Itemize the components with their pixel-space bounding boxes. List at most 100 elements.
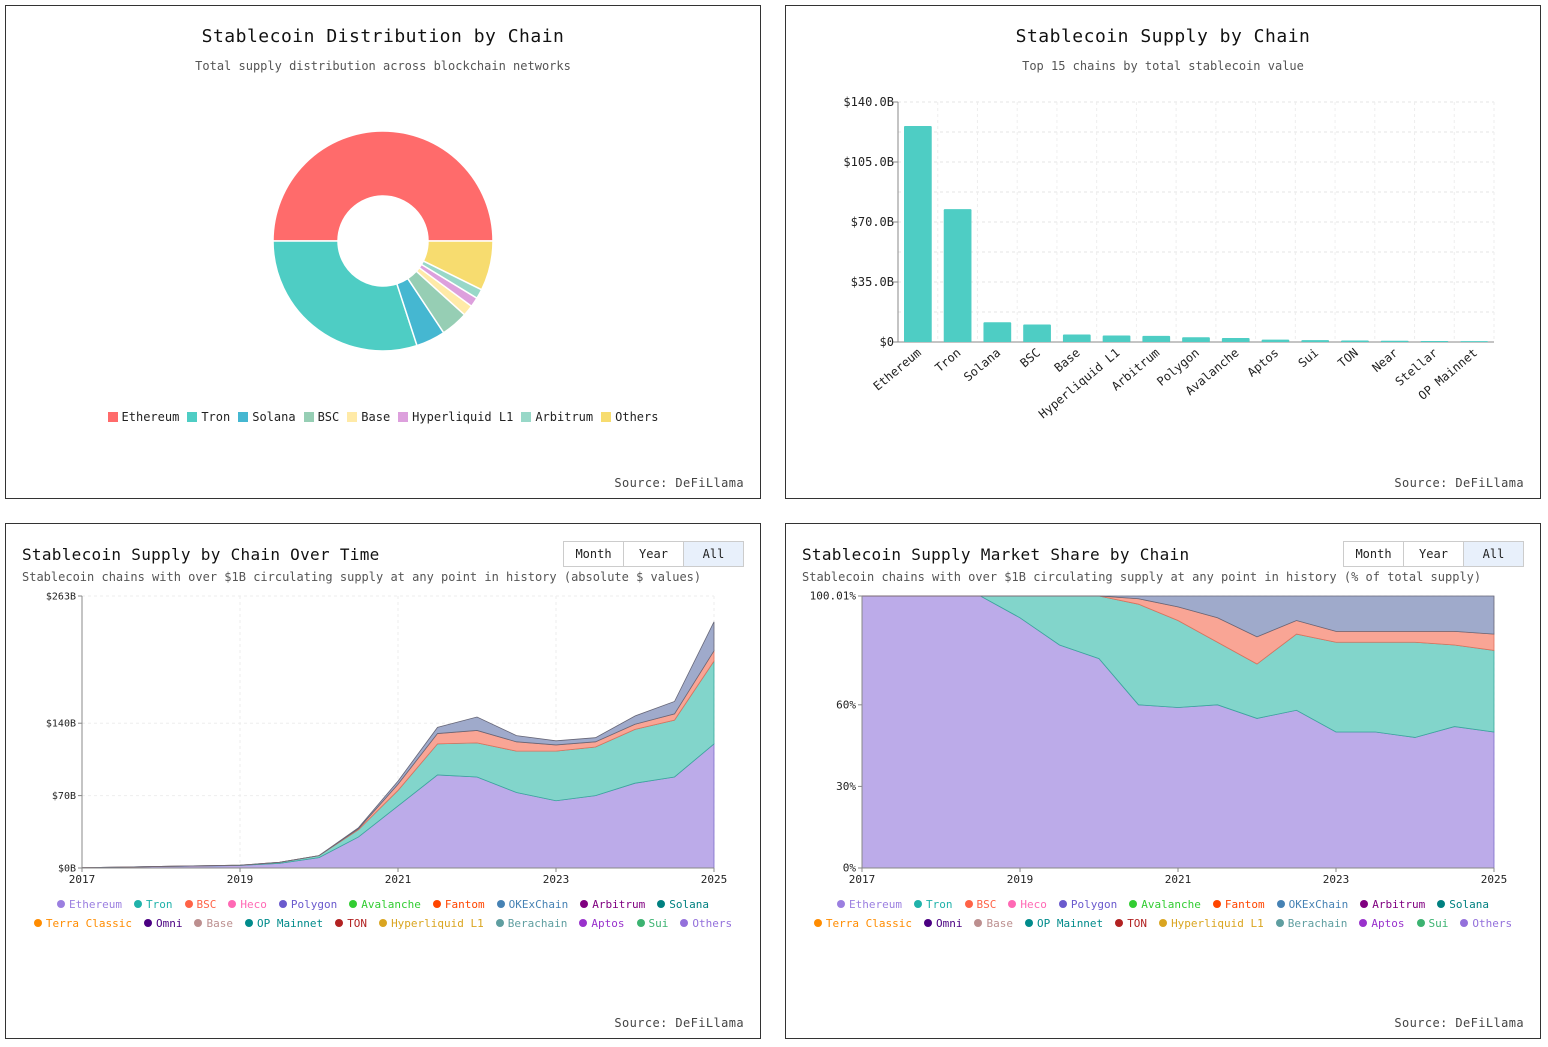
legend-item-bsc[interactable]: BSC	[184, 895, 216, 914]
x-tick-label: 2023	[1323, 873, 1350, 886]
legend-item-terra-classic[interactable]: Terra Classic	[33, 914, 132, 933]
legend-item-tron[interactable]: Tron	[187, 410, 230, 424]
legend-item-omni[interactable]: Omni	[143, 914, 182, 933]
legend-item-base[interactable]: Base	[347, 410, 390, 424]
legend-label: Terra Classic	[45, 917, 132, 930]
legend-item-tron[interactable]: Tron	[914, 895, 953, 914]
legend-item-solana[interactable]: Solana	[1437, 895, 1489, 914]
time-range-selector: Month Year All	[563, 541, 744, 567]
legend-item-berachain[interactable]: Berachain	[1275, 914, 1347, 933]
legend-dot	[495, 919, 504, 927]
legend-dot	[1460, 919, 1469, 927]
legend-item-bsc[interactable]: BSC	[303, 410, 340, 424]
y-tick-label: $105.0B	[843, 155, 894, 169]
y-tick-label: $263B	[46, 592, 76, 603]
legend-item-polygon[interactable]: Polygon	[278, 895, 337, 914]
legend-item-berachain[interactable]: Berachain	[495, 914, 567, 933]
legend-dot	[432, 900, 441, 908]
percent-area-chart: 0% 30% 60% 100.01% 2017 2019 2021 2023 2025	[810, 590, 1508, 887]
supply-over-time-subtitle: Stablecoin chains with over $1B circulat…	[22, 570, 702, 584]
legend-label: Heco	[1020, 898, 1047, 911]
y-tick-label: $70.0B	[851, 215, 894, 229]
all-button[interactable]: All	[683, 542, 743, 566]
legend-item-base[interactable]: Base	[194, 914, 233, 933]
bar-chart: $0 $35.0B $70.0B $105.0B $140.0B Ethereum Tron…	[843, 95, 1495, 421]
year-button[interactable]: Year	[1403, 542, 1463, 566]
legend-label: Others	[1472, 917, 1513, 930]
legend-item-solana[interactable]: Solana	[238, 410, 296, 424]
legend-item-ton[interactable]: TON	[1115, 914, 1147, 933]
month-button[interactable]: Month	[564, 542, 623, 566]
legend-item-okexchain[interactable]: OKExChain	[496, 895, 569, 914]
legend-item-heco[interactable]: Heco	[228, 895, 267, 914]
legend-item-arbitrum[interactable]: Arbitrum	[1360, 895, 1425, 914]
legend-label: TON	[1127, 917, 1148, 930]
legend-item-sui[interactable]: Sui	[1416, 914, 1448, 933]
legend-item-heco[interactable]: Heco	[1008, 895, 1047, 914]
legend-label: Omni	[935, 917, 963, 930]
bar-tron	[943, 209, 972, 342]
legend-item-ethereum[interactable]: Ethereum	[57, 895, 122, 914]
legend-item-solana[interactable]: Solana	[657, 895, 709, 914]
legend-dot	[680, 919, 689, 927]
y-tick-label: $140.0B	[843, 95, 894, 109]
legend-label: Ethereum	[121, 410, 180, 424]
legend-item-polygon[interactable]: Polygon	[1058, 895, 1117, 914]
legend-dot	[184, 900, 193, 908]
bar-op-mainnet	[1460, 341, 1488, 342]
legend-item-sui[interactable]: Sui	[636, 914, 668, 933]
y-tick-label: $0	[880, 335, 894, 349]
legend-item-op-mainnet[interactable]: OP Mainnet	[244, 914, 323, 933]
legend-item-fantom[interactable]: Fantom	[1212, 895, 1265, 914]
legend-item-terra-classic[interactable]: Terra Classic	[813, 914, 912, 933]
bar-sui	[1301, 340, 1330, 342]
legend-item-hyperliquid-l1[interactable]: Hyperliquid L1	[1159, 914, 1264, 933]
legend-label: BSC	[317, 410, 340, 424]
legend-label: Solana	[669, 898, 709, 911]
bar-aptos	[1261, 339, 1290, 342]
legend-item-okexchain[interactable]: OKExChain	[1276, 895, 1348, 914]
legend-item-ethereum[interactable]: Ethereum	[837, 895, 902, 914]
legend-item-aptos[interactable]: Aptos	[579, 914, 625, 933]
legend-label: OP Mainnet	[1036, 917, 1104, 930]
series-legend: Ethereum Tron BSC Heco Polygon Avalanche Fanto…	[22, 895, 744, 933]
legend-item-aptos[interactable]: Aptos	[1359, 914, 1405, 933]
x-tick-label: 2017	[849, 873, 876, 886]
legend-dot	[1276, 900, 1285, 908]
legend-dot	[636, 919, 645, 927]
legend-item-arbitrum[interactable]: Arbitrum	[580, 895, 645, 914]
legend-item-others[interactable]: Others	[1460, 914, 1512, 933]
legend-label: OKExChain	[508, 898, 569, 911]
all-button[interactable]: All	[1463, 542, 1523, 566]
legend-item-hyperliquid-l1[interactable]: Hyperliquid L1	[379, 914, 484, 933]
x-tick-label: Base	[1052, 346, 1083, 375]
legend-dot	[813, 919, 822, 927]
x-tick-label: 2017	[69, 873, 96, 886]
year-button[interactable]: Year	[623, 542, 683, 566]
legend-dot	[349, 900, 358, 908]
legend-item-others[interactable]: Others	[680, 914, 732, 933]
legend-dot	[914, 900, 923, 908]
legend-item-arbitrum[interactable]: Arbitrum	[521, 410, 593, 424]
legend-item-others[interactable]: Others	[601, 410, 658, 424]
legend-dot	[1115, 919, 1124, 927]
legend-label: Solana	[1449, 898, 1489, 911]
legend-dot	[1129, 900, 1138, 908]
legend-item-omni[interactable]: Omni	[923, 914, 963, 933]
pie-slice-others	[422, 240, 494, 291]
legend-item-base[interactable]: Base	[974, 914, 1013, 933]
legend-item-ton[interactable]: TON	[335, 914, 367, 933]
legend-item-tron[interactable]: Tron	[134, 895, 173, 914]
pie-slice-ethereum	[272, 130, 494, 242]
legend-item-bsc[interactable]: BSC	[964, 895, 996, 914]
x-tick-label: BSC	[1017, 346, 1043, 371]
legend-item-ethereum[interactable]: Ethereum	[107, 410, 180, 424]
legend-item-fantom[interactable]: Fantom	[432, 895, 485, 914]
y-tick-label: 60%	[836, 698, 856, 711]
legend-item-hyperliquid-l1[interactable]: Hyperliquid L1	[398, 410, 513, 424]
month-button[interactable]: Month	[1344, 542, 1403, 566]
legend-item-op-mainnet[interactable]: OP Mainnet	[1024, 914, 1104, 933]
legend-item-avalanche[interactable]: Avalanche	[1129, 895, 1201, 914]
bar-ton	[1341, 340, 1369, 342]
legend-item-avalanche[interactable]: Avalanche	[349, 895, 421, 914]
